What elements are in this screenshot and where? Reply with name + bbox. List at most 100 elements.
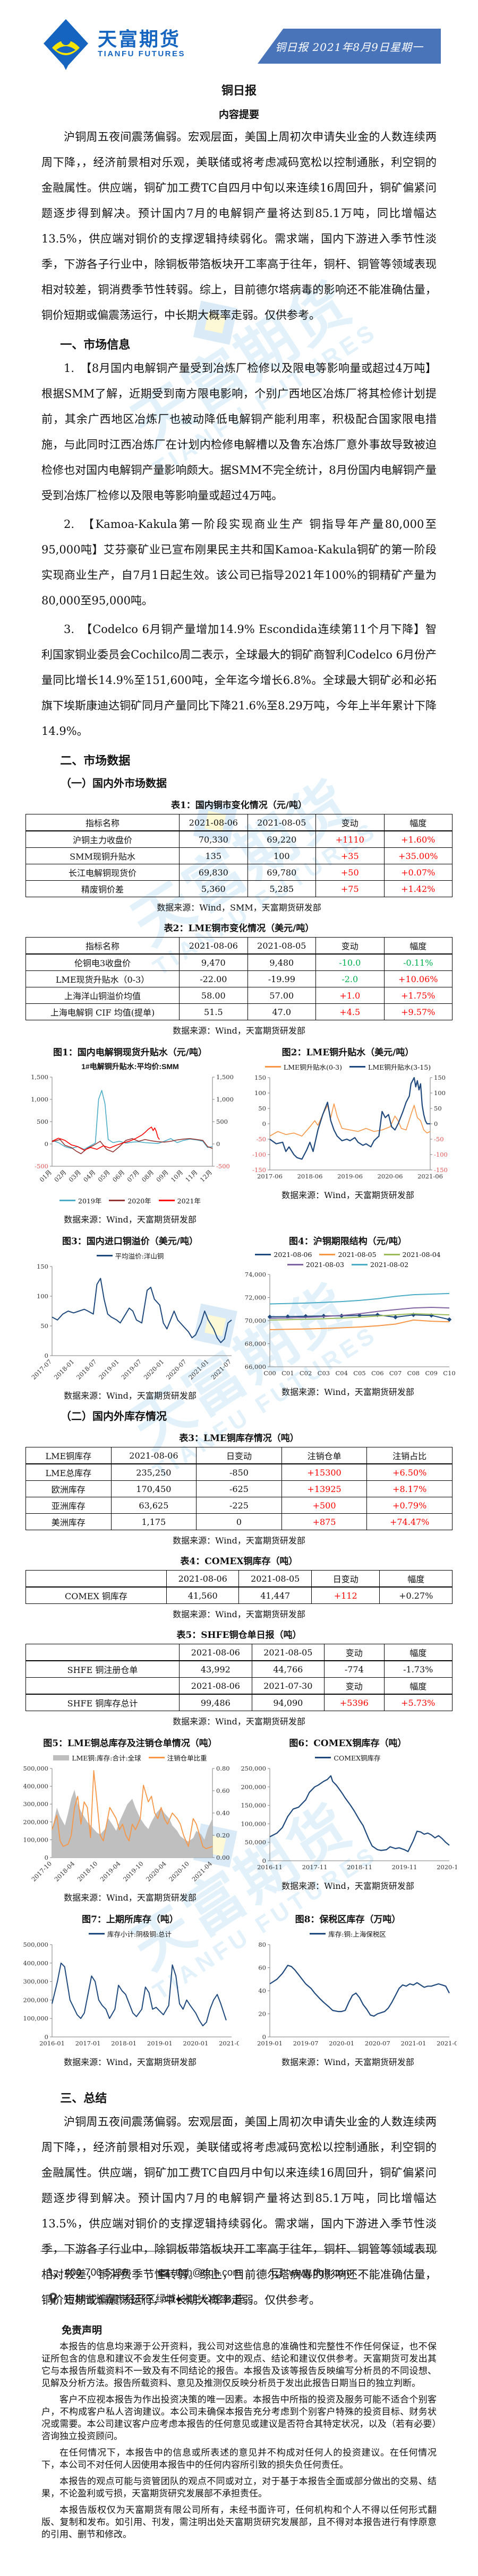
- table-title: 表1：国内铜市变化情况（元/吨）: [170, 800, 308, 811]
- svg-text:2018-01: 2018-01: [53, 1358, 76, 1381]
- table-row: SHFE 铜库存总计 99,486 94,090 +5396 +5.73%: [25, 1694, 453, 1711]
- figure-lme-total-inventory: 图5：LME铜总库存及注销仓单情况（吨） LME铜:库存:合计:全球 注销仓单比重 5…: [21, 1736, 239, 1903]
- table-row: SHFE 铜注册仓单 43,992 44,766 -774 -1.73%: [25, 1660, 453, 1678]
- footer-phone[interactable]: 400-700-5136: [65, 2267, 128, 2278]
- table-cell: 2021-08-06: [179, 1644, 252, 1661]
- figure-lme-premium: 图2：LME铜升贴水（美元/吨） LME铜升贴水(0-3) LME铜升贴水(3-15…: [239, 1045, 457, 1225]
- banner-text: 铜日报 2021年8月9日星期一: [275, 40, 423, 54]
- figure-source: 数据来源：Wind，天富期货研发部: [281, 1881, 414, 1891]
- svg-text:80: 80: [258, 1941, 266, 1948]
- svg-text:0.00: 0.00: [216, 1854, 230, 1861]
- svg-text:50: 50: [258, 1105, 266, 1112]
- svg-text:100,000: 100,000: [241, 1820, 266, 1827]
- table-cell: 幅度: [383, 937, 453, 955]
- svg-text:1,500: 1,500: [216, 1073, 234, 1081]
- figure-title: 图3：国内进口铜溢价（美元/吨）: [62, 1236, 199, 1247]
- table-cell: 235,250: [110, 1463, 197, 1481]
- footer-website[interactable]: www.tfqh.com: [289, 2267, 352, 2278]
- table-cell: 变动: [315, 937, 385, 955]
- svg-text:C00: C00: [263, 1369, 276, 1377]
- table-cell: 美洲库存: [25, 1513, 112, 1530]
- svg-text:2021-01: 2021-01: [401, 2040, 426, 2047]
- table-cell: 41,447: [238, 1586, 312, 1604]
- chart-legend: 库存:铜:上海保税区: [310, 1929, 386, 1939]
- table-cell: +10.06%: [383, 970, 453, 987]
- table-cell: -10.0: [315, 953, 385, 971]
- svg-text:03月: 03月: [67, 1168, 82, 1183]
- svg-text:C03: C03: [318, 1369, 330, 1377]
- table-cell: -0.11%: [383, 953, 453, 971]
- svg-text:100,000: 100,000: [23, 1836, 48, 1843]
- footer: 400-700-5136 tfqh@tfqh.com www.tfqh.com …: [0, 2251, 478, 2305]
- svg-text:2019-01: 2019-01: [257, 2040, 283, 2047]
- svg-text:300,000: 300,000: [23, 1800, 48, 1808]
- svg-text:2021-04: 2021-04: [190, 1860, 214, 1883]
- disclaimer-paragraph: 本报告的信息均来源于公开资料，我公司对这些信息的准确性和完整性不作任何保证，也不…: [41, 2341, 437, 2389]
- svg-text:2021-06: 2021-06: [417, 1173, 443, 1180]
- chart-plot: 150 100 50 02017-072018-012018-072019-01201…: [30, 1263, 233, 1381]
- svg-text:50,000: 50,000: [245, 1838, 266, 1846]
- table-cell: +500: [281, 1497, 368, 1514]
- table-source: 数据来源：Wind，天富期货研发部: [173, 1026, 305, 1036]
- table-cell: 变动: [315, 814, 385, 831]
- svg-text:400,000: 400,000: [23, 1783, 48, 1790]
- legend-item: LME铜:库存:合计:全球: [53, 1753, 141, 1763]
- chart-plot: 500,000 400,000 300,000 200,000 100,000 02016…: [23, 1941, 239, 2047]
- svg-text:0: 0: [45, 2033, 48, 2041]
- svg-text:2018-04: 2018-04: [53, 1860, 76, 1883]
- logo-en-text: TIANFU FUTURES: [98, 49, 185, 58]
- svg-text:70,000: 70,000: [245, 1317, 266, 1324]
- svg-text:2019-07: 2019-07: [293, 2040, 319, 2047]
- table-cell: 2021-08-06: [179, 814, 248, 831]
- table-row: 伦铜电3收盘价 9,470 9,480 -10.0 -0.11%: [25, 953, 453, 971]
- svg-text:12月: 12月: [199, 1168, 214, 1183]
- table-header-row: 2021-08-06 2021-08-05 变动 幅度: [25, 1644, 453, 1661]
- svg-text:0: 0: [434, 1120, 438, 1127]
- table-cell: 69,830: [179, 864, 248, 881]
- svg-text:1,500: 1,500: [31, 1073, 48, 1081]
- table-cell: -774: [324, 1660, 385, 1678]
- svg-text:08月: 08月: [140, 1168, 155, 1183]
- svg-text:05月: 05月: [97, 1168, 112, 1183]
- table-cell: 70,330: [179, 830, 248, 848]
- svg-text:2019-10: 2019-10: [122, 1860, 145, 1883]
- table-row: COMEX 铜库存 41,560 41,447 +112 +0.27%: [25, 1586, 453, 1604]
- table-header-row: LME铜库存 2021-08-06 日变动 注销仓单 注销占比: [25, 1447, 453, 1464]
- svg-text:50: 50: [434, 1105, 442, 1112]
- svg-text:0: 0: [45, 1140, 48, 1148]
- svg-text:2020-07: 2020-07: [165, 1358, 188, 1381]
- table-cell: LME总库存: [25, 1463, 112, 1481]
- svg-text:1,000: 1,000: [216, 1096, 234, 1103]
- svg-text:07月: 07月: [125, 1168, 140, 1183]
- table-cell: SHFE 铜库存总计: [25, 1694, 180, 1711]
- table-cell: -22.00: [179, 970, 248, 987]
- table-cell: +5396: [324, 1694, 385, 1711]
- table-cell: 9,470: [179, 953, 248, 971]
- svg-text:11月: 11月: [184, 1168, 199, 1183]
- header: 天富期货 TIANFU FUTURES 铜日报 2021年8月9日星期一: [0, 17, 478, 73]
- svg-text:2017-06: 2017-06: [257, 1173, 283, 1180]
- table-cell: -19.99: [247, 970, 317, 987]
- logo-cn-text: 天富期货: [98, 28, 181, 50]
- table-cell: 2021-08-06: [179, 1677, 252, 1695]
- table-title: 表4：COMEX铜库存（吨）: [180, 1556, 298, 1567]
- table-cell: 伦铜电3收盘价: [25, 953, 180, 971]
- svg-text:-100: -100: [252, 1151, 266, 1158]
- legend-item: 2021-08-02: [352, 1261, 408, 1269]
- table-cell: COMEX 铜库存: [25, 1586, 167, 1604]
- summary-paragraph: 沪铜周五夜间震荡偏弱。宏观层面，美国上周初次申请失业金的人数连续两周下降，，经济…: [41, 2115, 437, 2306]
- table-cell: 幅度: [379, 1570, 453, 1588]
- section-2-heading: 二、市场数据: [60, 754, 131, 767]
- footer-divider: [40, 2251, 438, 2252]
- table-cell: 注销仓单: [281, 1447, 368, 1464]
- table-cell: +13925: [281, 1480, 368, 1497]
- svg-text:50: 50: [40, 1322, 48, 1330]
- figure-title: 图7：上期所库存（吨）: [82, 1914, 178, 1925]
- footer-email[interactable]: tfqh@tfqh.com: [175, 2267, 242, 2278]
- svg-text:2020-01: 2020-01: [183, 2040, 209, 2047]
- svg-text:2019-01: 2019-01: [97, 1358, 121, 1381]
- svg-text:68,000: 68,000: [245, 1340, 266, 1348]
- table-row: 欧洲库存 170,450 -625 +13925 +8.17%: [25, 1480, 453, 1497]
- figure-bonded-inventory: 图8：保税区库存（万吨） 库存:铜:上海保税区 80 60 40 20 0 2019-01 20…: [239, 1912, 457, 2068]
